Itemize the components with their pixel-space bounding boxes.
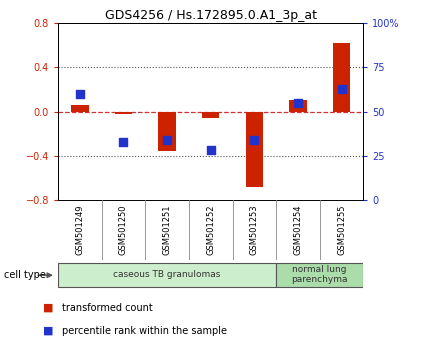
Bar: [276, 263, 363, 287]
Bar: [246, 112, 263, 187]
Point: [251, 137, 258, 143]
Point: [77, 91, 83, 97]
Text: cell type: cell type: [4, 270, 46, 280]
Title: GDS4256 / Hs.172895.0.A1_3p_at: GDS4256 / Hs.172895.0.A1_3p_at: [104, 9, 317, 22]
Bar: [115, 112, 132, 114]
Text: GSM501249: GSM501249: [75, 205, 84, 255]
Text: GSM501252: GSM501252: [206, 205, 215, 255]
Point: [338, 86, 345, 91]
Point: [120, 139, 127, 144]
Bar: [289, 101, 307, 112]
Bar: [58, 263, 276, 287]
Text: ■: ■: [43, 303, 53, 313]
Text: caseous TB granulomas: caseous TB granulomas: [114, 270, 221, 279]
Bar: [158, 112, 176, 152]
Text: transformed count: transformed count: [62, 303, 153, 313]
Text: GSM501251: GSM501251: [163, 205, 172, 255]
Bar: [333, 43, 350, 112]
Text: percentile rank within the sample: percentile rank within the sample: [62, 326, 227, 336]
Text: ■: ■: [43, 326, 53, 336]
Text: GSM501254: GSM501254: [293, 205, 302, 255]
Point: [295, 100, 301, 105]
Point: [207, 148, 214, 153]
Point: [164, 137, 171, 143]
Text: GSM501253: GSM501253: [250, 205, 259, 256]
Text: GSM501255: GSM501255: [337, 205, 346, 255]
Text: GSM501250: GSM501250: [119, 205, 128, 255]
Bar: [71, 105, 89, 112]
Text: normal lung
parenchyma: normal lung parenchyma: [292, 265, 348, 284]
Bar: [202, 112, 219, 118]
